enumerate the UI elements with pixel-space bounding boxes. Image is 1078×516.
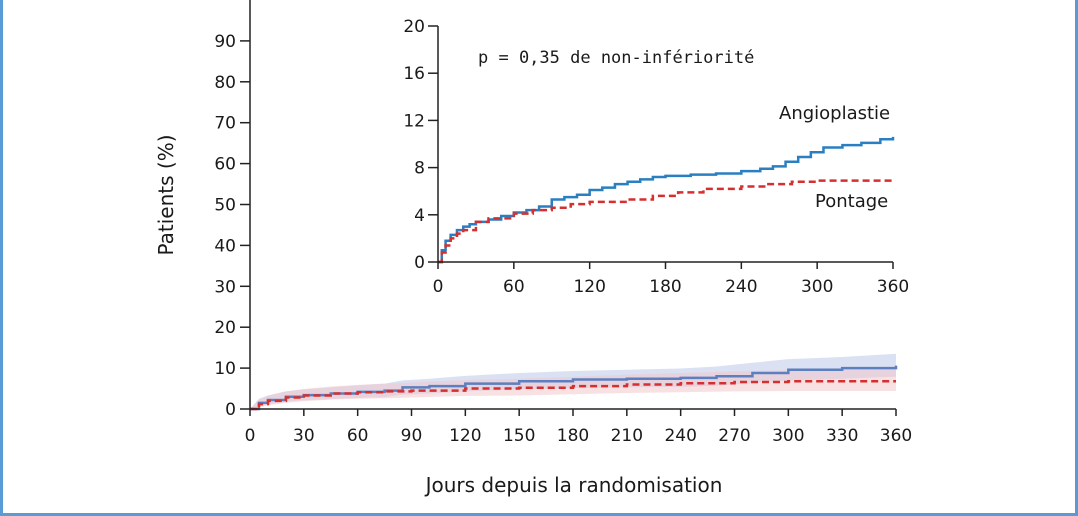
main-x-axis-title: Jours depuis la randomisation — [424, 473, 723, 497]
series-line-angioplastie — [250, 365, 898, 411]
x-tick-label: 60 — [347, 426, 369, 446]
inset-y-tick-label: 12 — [403, 111, 425, 131]
main-y-axis-title: Patients (%) — [154, 134, 178, 255]
y-tick-label: 30 — [214, 277, 236, 297]
series-line-pontage — [250, 379, 896, 411]
main-series-lines — [250, 365, 898, 411]
inset-y-tick-label: 20 — [403, 17, 425, 37]
x-tick-label: 300 — [772, 426, 804, 446]
inset-x-tick-label: 120 — [573, 277, 605, 297]
inset-x-tick-label: 240 — [725, 277, 757, 297]
x-tick-label: 180 — [557, 426, 589, 446]
y-tick-label: 0 — [225, 400, 236, 420]
x-tick-label: 270 — [718, 426, 750, 446]
y-tick-label: 20 — [214, 318, 236, 338]
inset-series-label-pontage: Pontage — [815, 191, 888, 212]
inset-x-tick-label: 360 — [877, 277, 909, 297]
inset-y-tick-label: 4 — [414, 206, 425, 226]
inset-y-tick-label: 16 — [403, 64, 425, 84]
x-tick-label: 360 — [880, 426, 912, 446]
inset-x-tick-label: 180 — [649, 277, 681, 297]
x-tick-label: 150 — [503, 426, 535, 446]
inset-series-line-angioplastie — [438, 136, 895, 264]
y-tick-label: 80 — [214, 73, 236, 93]
y-tick-label: 60 — [214, 155, 236, 175]
x-tick-label: 330 — [826, 426, 858, 446]
inset-x-tick-label: 60 — [503, 277, 525, 297]
inset-axes: 0 60 120 180 240 300 360 0 4 8 12 16 20 — [403, 17, 909, 297]
inset-x-tick-label: 0 — [433, 277, 444, 297]
y-tick-label: 50 — [214, 196, 236, 216]
y-tick-label: 70 — [214, 114, 236, 134]
x-tick-label: 240 — [664, 426, 696, 446]
inset-p-value-annotation: p = 0,35 de non-infériorité — [478, 48, 754, 68]
y-tick-label: 10 — [214, 359, 236, 379]
x-tick-label: 0 — [245, 426, 256, 446]
inset-series-lines — [438, 136, 895, 264]
x-tick-label: 120 — [449, 426, 481, 446]
y-tick-label: 40 — [214, 236, 236, 256]
main-axes: 0 30 60 90 120 150 180 210 240 270 300 330 360010203… — [214, 0, 912, 446]
confidence-band-pontage — [250, 370, 896, 409]
inset-y-tick-label: 8 — [414, 159, 425, 179]
inset-y-tick-label: 0 — [414, 253, 425, 273]
x-tick-label: 30 — [293, 426, 315, 446]
inset-series-label-angioplastie: Angioplastie — [779, 103, 890, 124]
y-tick-label: 90 — [214, 32, 236, 52]
x-tick-label: 90 — [401, 426, 423, 446]
x-tick-label: 210 — [611, 426, 643, 446]
inset-x-tick-label: 300 — [801, 277, 833, 297]
